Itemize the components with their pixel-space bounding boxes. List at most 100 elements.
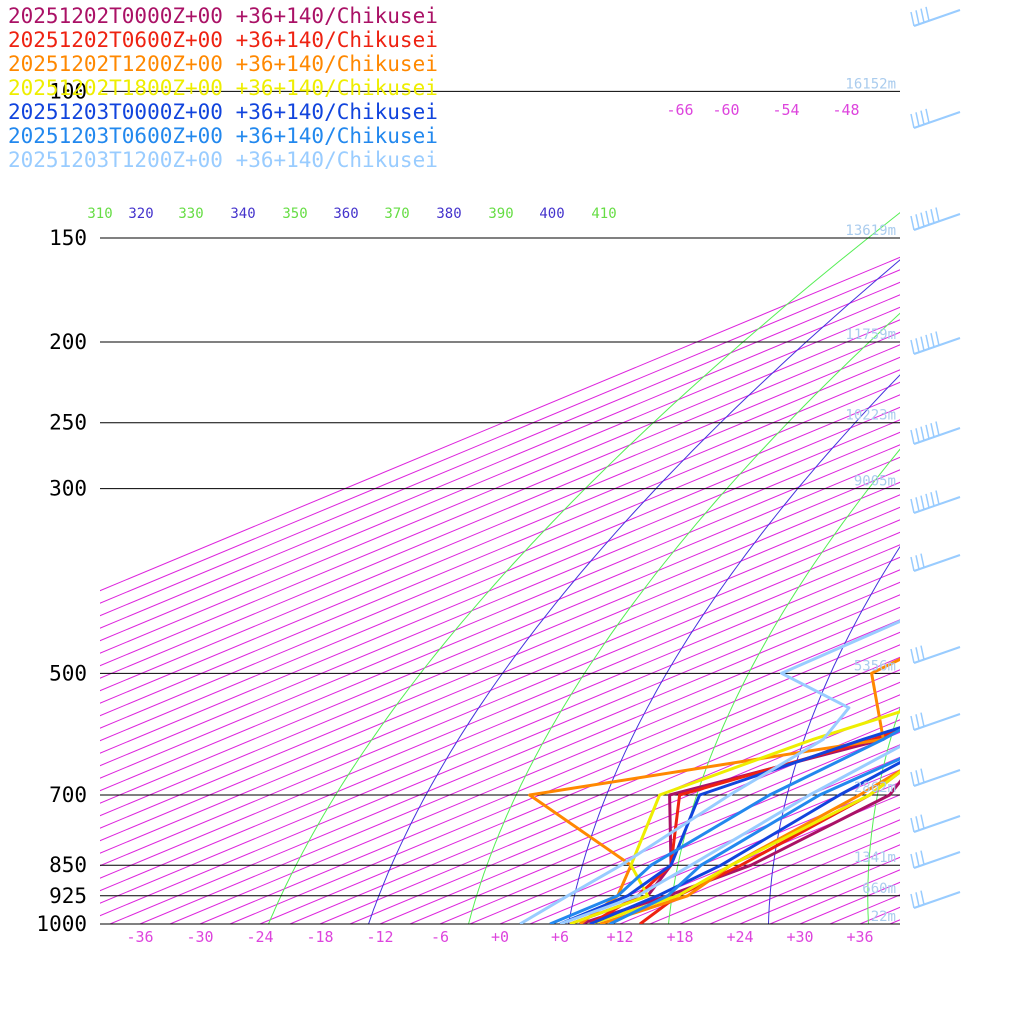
pressure-label-200: 200 <box>49 330 87 354</box>
wind-barb-column <box>910 6 961 909</box>
isotherm-line <box>259 656 900 924</box>
barb-feather <box>935 331 940 346</box>
barb-feather <box>920 336 925 351</box>
barb-feather <box>915 497 920 512</box>
pressure-label-500: 500 <box>49 661 87 685</box>
barb-feather <box>915 214 920 229</box>
barb-feather <box>920 495 925 510</box>
temperature-line <box>559 744 900 924</box>
upper-temp-label: -48 <box>832 101 859 119</box>
pressure-label-150: 150 <box>49 226 87 250</box>
barb-feather <box>930 209 935 224</box>
barb-feather <box>930 333 935 348</box>
isotherm-line <box>100 506 900 842</box>
barb-feather <box>935 207 940 222</box>
isotherm-line <box>100 556 900 892</box>
theta-label: 370 <box>384 206 409 222</box>
isotherm-line <box>100 444 900 779</box>
barb-feather <box>915 428 920 443</box>
wind-barb <box>910 768 961 787</box>
barb-shaft <box>913 646 961 664</box>
wind-barb <box>910 850 961 869</box>
wind-barb <box>910 814 961 833</box>
x-tick-label: -6 <box>431 928 449 946</box>
barb-shaft <box>913 713 961 731</box>
barb-feather <box>915 10 920 25</box>
barb-feather <box>915 770 920 785</box>
theta-label: 310 <box>87 206 112 222</box>
pressure-label-100: 100 <box>49 79 87 103</box>
barb-feather <box>930 492 935 507</box>
x-tick-label: +0 <box>491 928 509 946</box>
temperature-line <box>589 770 900 924</box>
isotherm-lines <box>100 256 900 924</box>
barb-shaft <box>913 496 961 514</box>
x-tick-label: +24 <box>726 928 753 946</box>
barb-feather <box>920 814 925 829</box>
barb-feather <box>920 850 925 865</box>
barb-feather <box>920 212 925 227</box>
barb-feather <box>920 712 925 727</box>
theta-curve <box>568 374 900 924</box>
pressure-label-250: 250 <box>49 411 87 435</box>
theta-curve <box>668 448 900 924</box>
legend-entry-5: 20251203T0600Z+00 +36+140/Chikusei <box>8 124 438 148</box>
barb-shaft <box>913 213 961 231</box>
isotherm-line <box>100 381 900 717</box>
barb-shaft <box>913 891 961 909</box>
barb-feather <box>910 113 915 129</box>
barb-feather <box>920 553 925 568</box>
wind-barb <box>910 6 961 27</box>
upper-temp-label: -54 <box>772 101 799 119</box>
barb-feather <box>925 108 930 124</box>
upper-temp-label: -60 <box>712 101 739 119</box>
pressure-label-925: 925 <box>49 884 87 908</box>
barb-feather <box>910 771 915 787</box>
height-label: 10223m <box>845 408 896 424</box>
temperature-line <box>579 779 900 924</box>
isotherm-line <box>319 681 900 924</box>
legend-entry-3: 20251202T1800Z+00 +36+140/Chikusei <box>8 76 438 100</box>
isotherm-line <box>100 431 900 767</box>
wind-barb <box>910 645 961 664</box>
barb-feather <box>925 6 930 22</box>
x-tick-label: +6 <box>551 928 569 946</box>
barb-feather <box>915 555 920 570</box>
theta-label: 360 <box>333 206 358 222</box>
wind-barb <box>910 712 961 731</box>
series-6 <box>519 619 900 924</box>
theta-curve <box>867 706 900 924</box>
barb-feather <box>910 715 915 731</box>
isotherm-line <box>889 919 900 924</box>
theta-label: 390 <box>488 206 513 222</box>
height-label: 9005m <box>854 474 896 490</box>
isotherm-line <box>100 519 900 854</box>
barb-feather <box>935 421 940 436</box>
barb-feather <box>920 645 925 660</box>
theta-curve <box>468 312 900 924</box>
theta-label: 320 <box>128 206 153 222</box>
legend-entry-0: 20251202T0000Z+00 +36+140/Chikusei <box>8 4 438 28</box>
barb-feather <box>920 890 925 905</box>
isotherm-line <box>100 494 900 829</box>
barb-feather <box>910 429 915 445</box>
barb-feather <box>930 423 935 438</box>
isotherm-line <box>619 806 900 924</box>
isotherm-line <box>100 456 900 792</box>
upper-temp-label: -66 <box>666 101 693 119</box>
theta-curve <box>368 259 900 924</box>
wind-barb <box>910 490 961 514</box>
barb-feather <box>915 714 920 729</box>
barb-feather <box>915 647 920 662</box>
barb-feather <box>910 215 915 231</box>
legend-entry-6: 20251203T1200Z+00 +36+140/Chikusei <box>8 148 438 172</box>
height-label: 2862m <box>854 780 896 796</box>
barb-shaft <box>913 9 961 27</box>
wind-barb <box>910 553 961 572</box>
theta-label: 400 <box>539 206 564 222</box>
theta-label: 380 <box>436 206 461 222</box>
theta-label: 350 <box>282 206 307 222</box>
pressure-label-700: 700 <box>49 783 87 807</box>
height-label: 660m <box>862 881 896 897</box>
isotherm-line <box>100 469 900 804</box>
